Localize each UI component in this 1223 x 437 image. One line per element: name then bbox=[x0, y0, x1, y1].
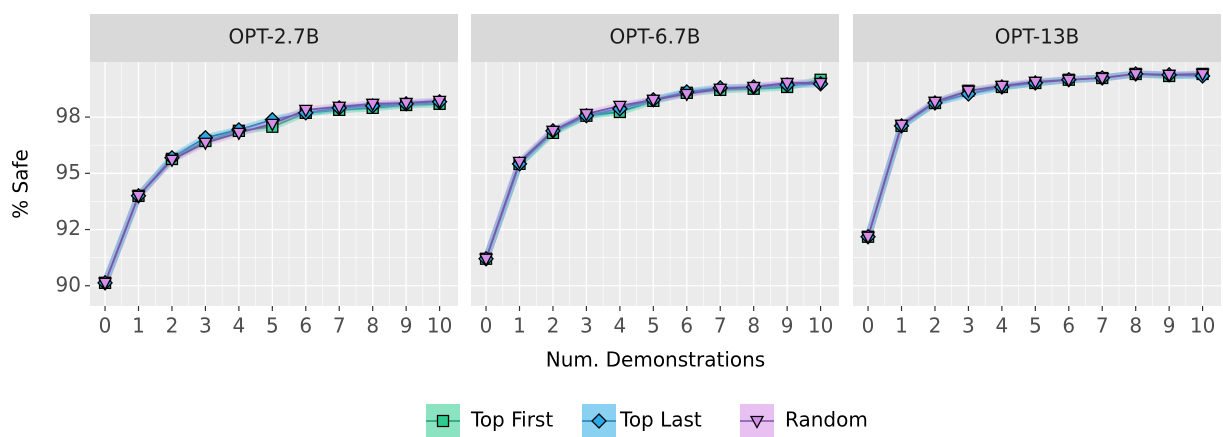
legend-label: Top Last bbox=[619, 408, 702, 432]
panel bbox=[853, 62, 1221, 306]
x-tick-label: 10 bbox=[808, 314, 833, 338]
marker bbox=[860, 231, 876, 245]
y-axis-label: % Safe bbox=[9, 149, 33, 219]
y-tick-label: 98 bbox=[56, 104, 81, 128]
marker bbox=[545, 125, 561, 139]
x-tick-label: 4 bbox=[996, 314, 1009, 338]
panel-title: OPT-6.7B bbox=[610, 25, 701, 49]
x-tick-label: 5 bbox=[647, 314, 660, 338]
marker bbox=[1195, 68, 1210, 82]
x-tick-label: 3 bbox=[962, 314, 975, 338]
legend-label: Random bbox=[785, 408, 868, 432]
marker bbox=[1061, 74, 1076, 88]
marker bbox=[432, 95, 447, 109]
marker bbox=[131, 190, 146, 204]
marker bbox=[332, 101, 347, 115]
x-axis-label: Num. Demonstrations bbox=[546, 348, 765, 372]
x-tick-label: 2 bbox=[929, 314, 942, 338]
x-tick-label: 1 bbox=[895, 314, 908, 338]
x-tick-label: 3 bbox=[580, 314, 593, 338]
marker bbox=[265, 118, 280, 132]
x-tick-label: 7 bbox=[333, 314, 346, 338]
marker bbox=[365, 98, 380, 112]
marker bbox=[298, 104, 313, 118]
x-tick-label: 9 bbox=[400, 314, 413, 338]
x-tick-label: 3 bbox=[199, 314, 212, 338]
legend-marker bbox=[749, 415, 765, 429]
y-tick-label: 92 bbox=[56, 216, 81, 240]
marker bbox=[713, 83, 728, 97]
strip bbox=[471, 14, 839, 62]
x-tick-label: 9 bbox=[1163, 314, 1176, 338]
marker bbox=[198, 137, 213, 151]
marker bbox=[961, 85, 976, 99]
x-tick-label: 5 bbox=[266, 314, 279, 338]
marker bbox=[994, 80, 1009, 94]
panel-title: OPT-13B bbox=[995, 25, 1080, 49]
y-tick-label: 95 bbox=[56, 160, 81, 184]
marker bbox=[97, 277, 113, 291]
marker bbox=[746, 81, 761, 95]
legend-marker bbox=[591, 413, 607, 429]
x-tick-label: 8 bbox=[1129, 314, 1142, 338]
marker bbox=[1095, 72, 1110, 86]
marker bbox=[399, 97, 414, 111]
x-tick-label: 1 bbox=[513, 314, 526, 338]
x-tick-label: 0 bbox=[862, 314, 875, 338]
marker bbox=[679, 88, 694, 102]
x-tick-label: 4 bbox=[233, 314, 246, 338]
x-tick-label: 8 bbox=[747, 314, 760, 338]
x-tick-label: 7 bbox=[714, 314, 727, 338]
x-tick-label: 10 bbox=[1190, 314, 1215, 338]
x-tick-label: 2 bbox=[166, 314, 179, 338]
legend-marker bbox=[436, 414, 450, 428]
strip bbox=[90, 14, 458, 62]
x-tick-label: 6 bbox=[1062, 314, 1075, 338]
marker bbox=[646, 94, 661, 108]
marker bbox=[512, 156, 527, 170]
x-tick-label: 0 bbox=[480, 314, 493, 338]
marker bbox=[231, 127, 246, 141]
x-tick-label: 0 bbox=[99, 314, 112, 338]
marker bbox=[579, 108, 594, 122]
marker bbox=[478, 253, 494, 267]
x-tick-label: 8 bbox=[366, 314, 379, 338]
marker bbox=[927, 96, 943, 110]
marker bbox=[813, 77, 828, 91]
strip bbox=[853, 14, 1221, 62]
y-tick-label: 90 bbox=[56, 272, 81, 296]
marker bbox=[780, 77, 795, 91]
x-tick-label: 5 bbox=[1029, 314, 1042, 338]
legend-label: Top First bbox=[470, 408, 553, 432]
marker bbox=[1162, 69, 1177, 83]
marker bbox=[894, 119, 909, 133]
marker bbox=[1028, 76, 1043, 90]
x-tick-label: 4 bbox=[614, 314, 627, 338]
x-tick-label: 1 bbox=[132, 314, 145, 338]
x-tick-label: 2 bbox=[547, 314, 560, 338]
marker bbox=[1128, 68, 1143, 82]
panel-title: OPT-2.7B bbox=[229, 25, 320, 49]
marker bbox=[164, 154, 180, 168]
x-tick-label: 6 bbox=[299, 314, 312, 338]
marker bbox=[612, 100, 627, 114]
x-tick-label: 10 bbox=[427, 314, 452, 338]
x-tick-label: 9 bbox=[781, 314, 794, 338]
x-tick-label: 7 bbox=[1096, 314, 1109, 338]
x-tick-label: 6 bbox=[680, 314, 693, 338]
